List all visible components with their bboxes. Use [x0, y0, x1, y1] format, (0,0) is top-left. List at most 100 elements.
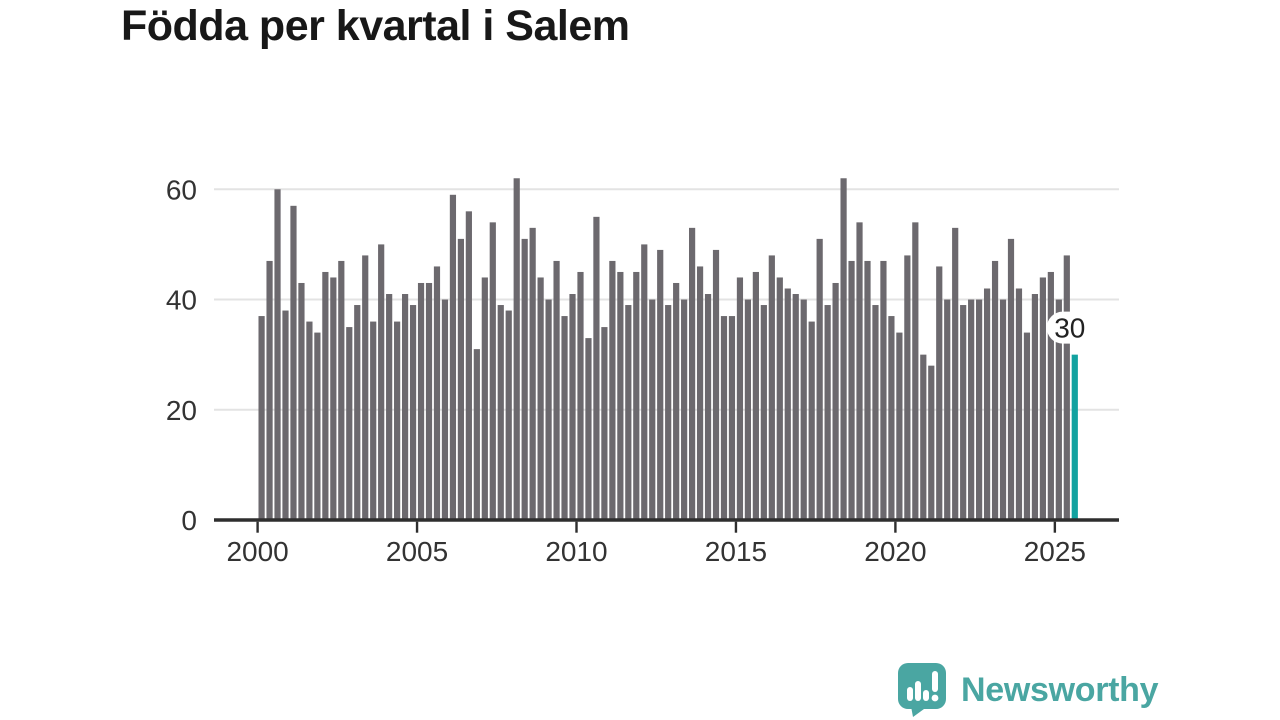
y-axis-tick-label-40: 40	[166, 285, 197, 316]
bar-2016-q4	[792, 294, 799, 520]
bar-2018-q4	[856, 222, 863, 520]
bar-2019-q2	[872, 305, 879, 520]
bar-2014-q3	[720, 316, 728, 520]
bar-2000-q3	[274, 189, 281, 520]
bar-2014-q2	[712, 249, 720, 520]
bar-2019-q3	[880, 260, 887, 520]
bar-2004-q4	[409, 305, 417, 520]
x-axis-tick-label-2005: 2005	[386, 536, 448, 567]
bar-2002-q3	[338, 260, 345, 520]
bar-2016-q2	[776, 277, 783, 520]
bar-2017-q2	[808, 321, 815, 520]
bar-2011-q1	[609, 260, 616, 520]
bar-2018-q2	[840, 178, 847, 520]
x-axis-tick-label-2015: 2015	[705, 536, 767, 567]
brand-name: Newsworthy	[961, 670, 1159, 709]
bar-2004-q1	[386, 294, 393, 520]
bar-2020-q1	[896, 332, 903, 520]
bar-2014-q4	[728, 316, 736, 520]
bar-2022-q4	[983, 288, 991, 520]
bar-2020-q4	[920, 354, 927, 520]
bar-2022-q1	[960, 305, 967, 520]
bar-2008-q2	[521, 238, 528, 520]
bar-2002-q4	[346, 327, 353, 520]
bar-2017-q3	[816, 238, 823, 520]
bar-2021-q2	[936, 266, 943, 520]
bar-2013-q4	[696, 266, 704, 520]
bar-2024-q4	[1047, 271, 1054, 520]
bar-2024-q3	[1039, 277, 1046, 520]
bar-2001-q2	[298, 282, 305, 520]
chart-title: Födda per kvartal i Salem	[121, 2, 630, 50]
bar-2014-q1	[704, 294, 712, 520]
bar-2011-q4	[633, 271, 640, 520]
bar-2006-q2	[457, 238, 464, 520]
bar-2022-q2	[968, 299, 975, 520]
bar-2023-q1	[991, 260, 999, 520]
bar-2000-q2	[266, 260, 273, 520]
bar-2009-q1	[545, 299, 552, 520]
bar-2001-q3	[306, 321, 313, 520]
bar-2002-q2	[330, 277, 337, 520]
bar-2011-q3	[625, 305, 632, 520]
bar-2012-q1	[641, 244, 648, 520]
bar-2003-q3	[370, 321, 377, 520]
bar-2019-q4	[888, 316, 895, 520]
bar-2015-q3	[752, 271, 759, 520]
bar-2015-q2	[744, 299, 752, 520]
bar-2002-q1	[322, 271, 329, 520]
bar-2007-q2	[489, 222, 496, 520]
bar-2007-q1	[481, 277, 488, 520]
highlighted-bar-2025-q3	[1071, 354, 1078, 520]
logo-mini-bar-chart-icon	[907, 681, 929, 701]
bar-2016-q3	[784, 288, 791, 520]
newsworthy-logo-icon	[898, 663, 946, 717]
bar-2024-q2	[1031, 294, 1039, 520]
logo-exclamation-icon	[931, 671, 939, 702]
y-axis-tick-label-60: 60	[166, 174, 197, 205]
bar-2001-q1	[290, 205, 297, 520]
bar-2008-q4	[537, 277, 544, 520]
bar-2017-q1	[800, 299, 807, 520]
bar-2005-q1	[417, 282, 425, 520]
bar-2009-q2	[553, 260, 560, 520]
bar-2000-q1	[258, 316, 265, 520]
x-axis-tick-label-2000: 2000	[226, 536, 288, 567]
bar-2010-q4	[601, 327, 608, 520]
bar-2017-q4	[824, 305, 831, 520]
bar-2004-q2	[394, 321, 401, 520]
bar-2021-q1	[928, 365, 935, 520]
bar-2010-q3	[593, 216, 600, 520]
bar-2018-q3	[848, 260, 855, 520]
bar-2008-q3	[529, 227, 536, 521]
bar-2005-q3	[433, 266, 441, 520]
bar-2009-q3	[561, 316, 568, 520]
bar-2024-q1	[1023, 332, 1031, 520]
bar-2019-q1	[864, 260, 871, 520]
bar-2013-q2	[681, 299, 688, 520]
bar-2008-q1	[513, 178, 520, 520]
bar-2023-q3	[1007, 238, 1015, 520]
bar-2012-q3	[657, 249, 664, 520]
bar-2020-q3	[912, 222, 919, 520]
bar-2003-q2	[362, 255, 369, 521]
bar-2021-q4	[952, 227, 959, 521]
bar-2021-q3	[944, 299, 951, 520]
bar-2020-q2	[904, 255, 911, 521]
bar-2003-q1	[354, 305, 361, 520]
bar-2003-q4	[378, 244, 385, 520]
bar-2004-q3	[401, 294, 409, 520]
bar-2012-q2	[649, 299, 656, 520]
bar-2007-q4	[505, 310, 512, 520]
bar-2000-q4	[282, 310, 289, 520]
logo-speech-bubble-shape	[898, 663, 946, 717]
bar-2022-q3	[976, 299, 983, 520]
bar-2023-q2	[999, 299, 1007, 520]
bar-2013-q3	[689, 227, 696, 521]
x-axis-tick-label-2010: 2010	[545, 536, 607, 567]
bar-2006-q3	[465, 211, 472, 520]
newsworthy-logo: Newsworthy	[898, 663, 1159, 717]
bar-2005-q4	[441, 299, 449, 520]
